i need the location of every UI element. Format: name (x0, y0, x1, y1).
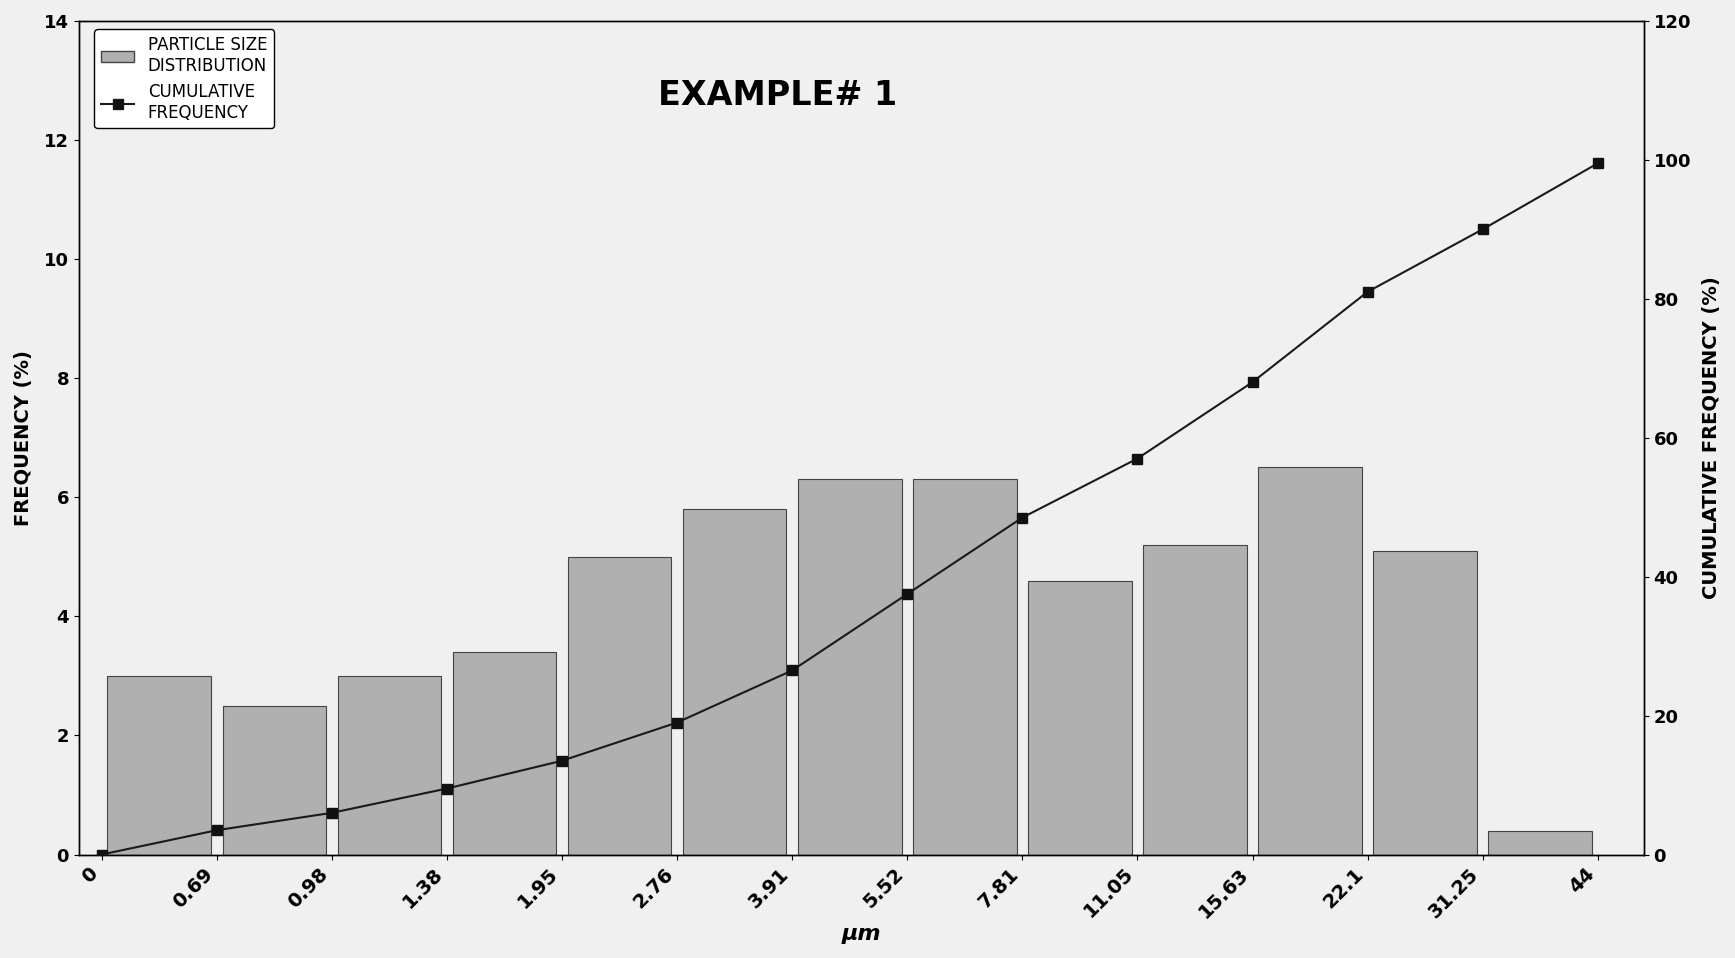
Bar (684, 509, 786, 855)
Bar (913, 479, 1017, 855)
Bar (338, 676, 441, 855)
Bar (798, 479, 902, 855)
Text: EXAMPLE# 1: EXAMPLE# 1 (658, 80, 897, 112)
Bar (567, 557, 671, 855)
Bar (1143, 545, 1247, 855)
Bar (1029, 581, 1131, 855)
Bar (1258, 468, 1362, 855)
Y-axis label: FREQUENCY (%): FREQUENCY (%) (14, 350, 33, 526)
Bar (108, 676, 212, 855)
Bar (453, 652, 557, 855)
Bar (1374, 551, 1476, 855)
Bar (1489, 831, 1593, 855)
Bar (222, 706, 326, 855)
Y-axis label: CUMULATIVE FREQUENCY (%): CUMULATIVE FREQUENCY (%) (1702, 276, 1721, 599)
X-axis label: μm: μm (841, 924, 881, 945)
Legend: PARTICLE SIZE
DISTRIBUTION, CUMULATIVE
FREQUENCY: PARTICLE SIZE DISTRIBUTION, CUMULATIVE F… (94, 30, 274, 128)
